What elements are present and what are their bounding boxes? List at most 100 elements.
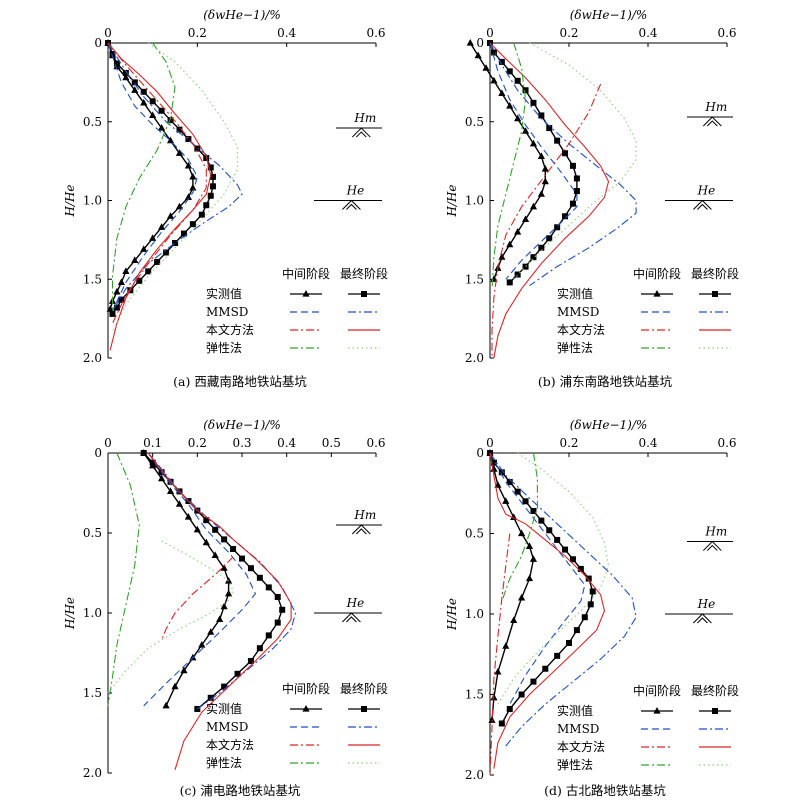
y-tick-label: 2.0 xyxy=(83,766,102,780)
y-tick-label: 0.5 xyxy=(83,526,102,540)
legend-label: 实测值 xyxy=(206,701,242,716)
triangle-marker xyxy=(514,228,522,235)
square-marker xyxy=(530,254,537,261)
triangle-marker xyxy=(149,234,157,241)
triangle-marker xyxy=(529,139,538,147)
series-line xyxy=(111,42,176,311)
triangle-marker xyxy=(518,529,526,537)
square-marker xyxy=(145,268,152,275)
legend-triangle-marker xyxy=(653,707,661,714)
triangle-marker xyxy=(149,111,157,119)
level-label: He xyxy=(697,184,716,198)
y-tick-label: 1.0 xyxy=(83,606,102,620)
legend-square-marker xyxy=(361,706,367,712)
series-line xyxy=(491,83,602,358)
panel-caption: (b) 浦东南路地铁站基坑 xyxy=(538,374,673,389)
y-tick-label: 2.0 xyxy=(465,768,484,782)
square-marker xyxy=(573,627,580,634)
y-tick-label: 2.0 xyxy=(83,351,102,365)
legend-label: 实测值 xyxy=(557,286,593,301)
square-marker xyxy=(113,304,120,311)
square-marker xyxy=(230,546,237,552)
triangle-marker xyxy=(466,39,474,46)
triangle-marker xyxy=(131,86,139,93)
legend-header: 最终阶段 xyxy=(691,266,739,281)
square-marker xyxy=(587,601,594,608)
triangle-marker xyxy=(211,551,219,558)
x-tick-label: 0.4 xyxy=(638,436,657,450)
x-tick-label: 0.1 xyxy=(143,436,162,450)
y-tick-label: 1.5 xyxy=(83,272,102,286)
y-tick-label: 1.0 xyxy=(465,194,484,208)
square-marker xyxy=(149,459,156,466)
y-axis-label: H/He xyxy=(63,597,77,630)
square-marker xyxy=(538,517,545,524)
triangle-marker xyxy=(510,616,518,624)
series-line xyxy=(489,42,578,280)
square-marker xyxy=(221,683,228,690)
triangle-marker xyxy=(117,278,125,285)
square-marker xyxy=(573,175,580,182)
legend-header: 最终阶段 xyxy=(340,266,388,281)
square-marker xyxy=(247,658,254,664)
series-line xyxy=(489,42,578,283)
square-marker xyxy=(506,478,513,485)
x-tick-label: 0 xyxy=(104,26,112,40)
triangle-marker xyxy=(220,564,228,571)
square-marker xyxy=(274,594,281,600)
triangle-marker xyxy=(490,76,498,84)
triangle-marker xyxy=(529,202,538,210)
x-tick-label: 0.2 xyxy=(559,26,578,40)
square-marker xyxy=(234,670,241,677)
square-marker xyxy=(265,584,272,591)
x-tick-label: 0.2 xyxy=(559,436,578,450)
series-line xyxy=(107,452,140,706)
legend-triangle-marker xyxy=(653,290,661,297)
square-marker xyxy=(212,526,219,533)
ground-hatch-icon xyxy=(351,524,371,535)
square-marker xyxy=(189,221,196,228)
legend-label: 弹性法 xyxy=(557,341,593,355)
y-tick-label: 0.5 xyxy=(465,115,484,129)
y-tick-label: 0 xyxy=(94,36,102,50)
y-tick-label: 1.5 xyxy=(465,272,484,286)
triangle-marker xyxy=(216,615,224,622)
legend-label: MMSD xyxy=(206,305,248,319)
square-marker xyxy=(203,517,210,524)
square-marker xyxy=(122,69,129,76)
series-line xyxy=(161,556,234,641)
x-tick-label: 0.4 xyxy=(277,436,296,450)
triangle-marker xyxy=(175,500,184,507)
square-marker xyxy=(546,125,553,132)
triangle-marker xyxy=(207,628,215,635)
triangle-marker xyxy=(198,641,206,648)
level-label: He xyxy=(697,597,716,611)
y-tick-label: 1.0 xyxy=(83,194,102,208)
triangle-marker xyxy=(482,64,490,71)
x-tick-label: 0.2 xyxy=(188,26,207,40)
triangle-marker xyxy=(158,474,166,482)
square-marker xyxy=(131,79,138,86)
square-marker xyxy=(279,606,286,613)
series-line xyxy=(489,452,606,769)
ground-hatch-icon xyxy=(342,199,361,210)
panel-b: 0 0.2 0.4 0.6 0 0.5 1.0 1.5 2.0 (δwHe−1)/% H/He Hm H… xyxy=(445,8,739,389)
square-marker xyxy=(154,258,161,265)
square-marker xyxy=(239,555,245,562)
ground-hatch-icon xyxy=(351,127,371,138)
legend-header: 中间阶段 xyxy=(633,266,681,281)
square-marker xyxy=(207,164,214,171)
triangle-marker xyxy=(175,149,184,156)
square-marker xyxy=(530,99,537,106)
triangle-marker xyxy=(494,667,502,675)
legend-header: 中间阶段 xyxy=(633,683,681,698)
square-marker xyxy=(514,488,521,495)
square-marker xyxy=(113,60,120,67)
triangle-marker xyxy=(537,190,545,197)
square-marker xyxy=(522,498,529,505)
legend-label: 本文方法 xyxy=(206,322,254,337)
legend-square-marker xyxy=(361,291,367,297)
level-label: He xyxy=(346,596,365,610)
x-tick-label: 0.6 xyxy=(717,26,736,40)
triangle-marker xyxy=(525,542,534,549)
